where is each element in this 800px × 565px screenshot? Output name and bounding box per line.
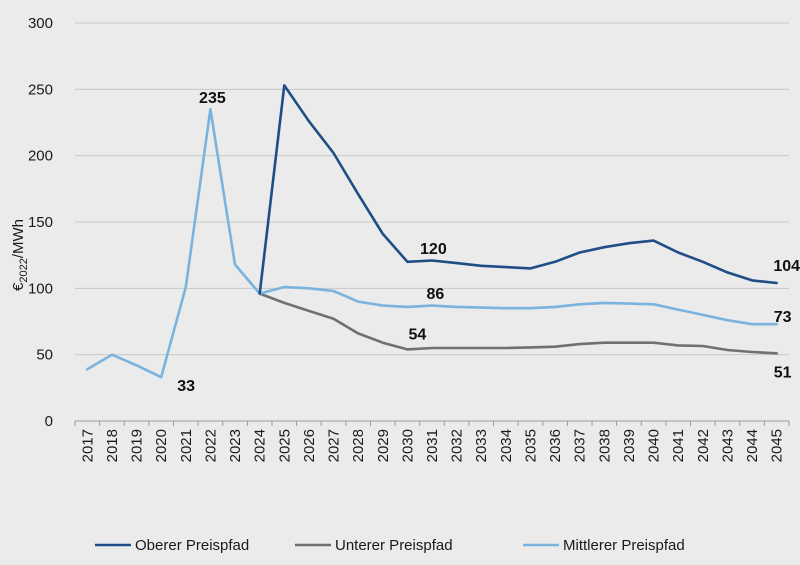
data-label: 51: [774, 364, 792, 381]
x-tick-label: 2041: [670, 429, 687, 462]
x-tick-label: 2020: [153, 429, 170, 462]
x-tick-label: 2018: [104, 429, 121, 462]
x-tick-label: 2037: [572, 429, 589, 462]
data-label: 86: [426, 286, 444, 303]
data-annotations: 235 33 120 86 54 104 73 51: [177, 90, 800, 395]
x-tick-label: 2017: [79, 429, 96, 462]
legend-label: Unterer Preispfad: [335, 537, 453, 554]
series-line-oberer-preispfad: [258, 84, 779, 295]
y-tick-label: 50: [36, 347, 53, 364]
x-axis-ticks: 2017 2018 2019 2020 2021 2022 2023 2024 2025 2026…: [74, 421, 790, 462]
y-tick-label: 200: [28, 148, 53, 165]
x-tick-label: 2032: [449, 429, 466, 462]
data-label: 235: [199, 90, 226, 107]
x-tick-label: 2033: [473, 429, 490, 462]
legend-label: Mittlerer Preispfad: [563, 537, 685, 554]
x-tick-label: 2029: [375, 429, 392, 462]
y-tick-label: 150: [28, 214, 53, 231]
x-tick-label: 2038: [596, 429, 613, 462]
series-lines: [86, 84, 779, 379]
x-tick-label: 2027: [326, 429, 343, 462]
x-tick-label: 2035: [522, 429, 539, 462]
series-line-mittlerer-preispfad: [86, 107, 779, 379]
y-axis-label-prefix: €: [10, 282, 27, 291]
y-axis-ticks: 0 50 100 150 200 250 300: [28, 15, 53, 430]
x-tick-label: 2031: [424, 429, 441, 462]
y-axis-label: €2022/MWh: [10, 219, 30, 291]
x-tick-label: 2022: [202, 429, 219, 462]
gridlines: [75, 22, 789, 422]
series-line-unterer-preispfad: [258, 292, 779, 355]
x-tick-label: 2026: [301, 429, 318, 462]
y-tick-label: 0: [45, 413, 53, 430]
x-tick-label: 2045: [769, 429, 786, 462]
x-tick-label: 2025: [276, 429, 293, 462]
x-tick-label: 2043: [719, 429, 736, 462]
x-tick-label: 2021: [178, 429, 195, 462]
x-tick-label: 2034: [498, 429, 515, 462]
x-tick-label: 2019: [129, 429, 146, 462]
x-tick-label: 2030: [399, 429, 416, 462]
data-label: 104: [773, 258, 800, 275]
data-label: 73: [774, 309, 792, 326]
x-tick-label: 2042: [695, 429, 712, 462]
x-tick-label: 2024: [252, 429, 269, 462]
x-tick-label: 2040: [646, 429, 663, 462]
x-tick-label: 2023: [227, 429, 244, 462]
x-tick-label: 2044: [744, 429, 761, 462]
x-tick-label: 2036: [547, 429, 564, 462]
y-axis-label-subscript: 2022: [18, 258, 30, 282]
y-tick-label: 250: [28, 81, 53, 98]
y-tick-label: 100: [28, 280, 53, 297]
data-label: 54: [408, 326, 426, 343]
data-label: 120: [420, 241, 447, 258]
legend: Oberer Preispfad Unterer Preispfad Mittler…: [95, 537, 685, 554]
x-tick-label: 2039: [621, 429, 638, 462]
y-axis-label-suffix: /MWh: [10, 219, 27, 258]
x-tick-label: 2028: [350, 429, 367, 462]
legend-label: Oberer Preispfad: [135, 537, 249, 554]
y-tick-label: 300: [28, 15, 53, 32]
data-label: 33: [177, 378, 195, 395]
